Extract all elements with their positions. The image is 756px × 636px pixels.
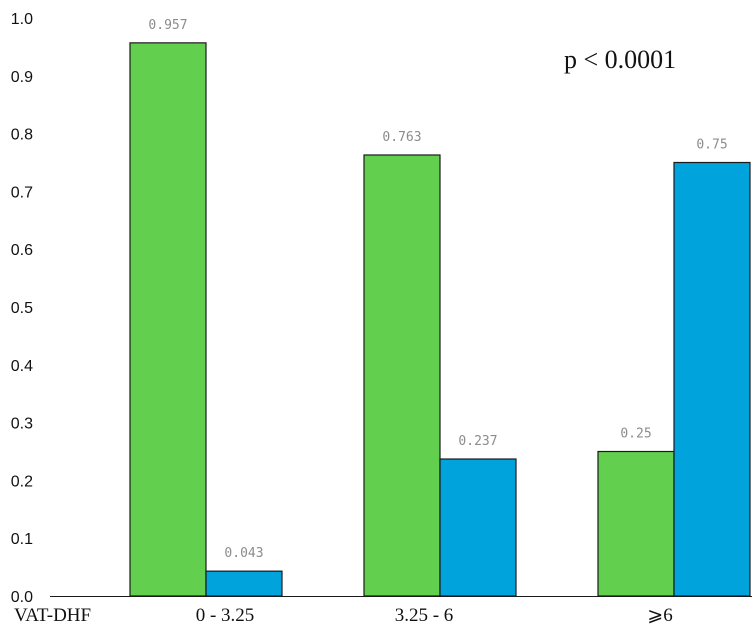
x-category-label: 3.25 - 6 — [395, 605, 454, 626]
x-category-label: ⩾6 — [647, 605, 672, 626]
y-tick-label: 0.9 — [11, 69, 33, 86]
bar-2-1 — [205, 570, 283, 597]
bar-2-3 — [673, 161, 751, 597]
y-axis: 0.0 0.1 0.2 0.3 0.4 0.5 0.6 0.7 0.8 0.9 1.0 — [11, 11, 33, 606]
data-label: 0.25 — [620, 427, 651, 442]
data-label: 0.75 — [696, 138, 727, 153]
x-axis: 0 - 3.25 3.25 - 6 ⩾6 — [50, 596, 752, 626]
data-label: 0.763 — [382, 130, 421, 145]
y-tick-label: 0.4 — [11, 358, 33, 375]
data-labels: 0.957 0.043 0.763 0.237 0.25 0.75 — [148, 18, 727, 561]
y-tick-label: 1.0 — [11, 11, 33, 28]
bar-1-1 — [129, 42, 207, 597]
y-tick-label: 0.1 — [11, 531, 33, 548]
y-tick-label: 0.0 — [11, 589, 33, 606]
y-tick-label: 0.3 — [11, 416, 33, 433]
x-category-label: 0 - 3.25 — [196, 605, 255, 626]
y-tick-label: 0.6 — [11, 242, 33, 259]
y-tick-label: 0.8 — [11, 127, 33, 144]
data-label: 0.237 — [458, 434, 497, 449]
p-value-annotation: p < 0.0001 — [564, 45, 676, 74]
x-axis-label: VAT-DHF — [14, 605, 91, 626]
y-tick-label: 0.5 — [11, 300, 33, 317]
bar-2-2 — [439, 458, 517, 597]
y-tick-label: 0.7 — [11, 184, 33, 201]
y-tick-label: 0.2 — [11, 473, 33, 490]
data-label: 0.957 — [148, 18, 187, 33]
bar-1-2 — [363, 154, 441, 597]
bars — [129, 42, 751, 597]
data-label: 0.043 — [224, 546, 263, 561]
bar-1-3 — [597, 450, 675, 597]
